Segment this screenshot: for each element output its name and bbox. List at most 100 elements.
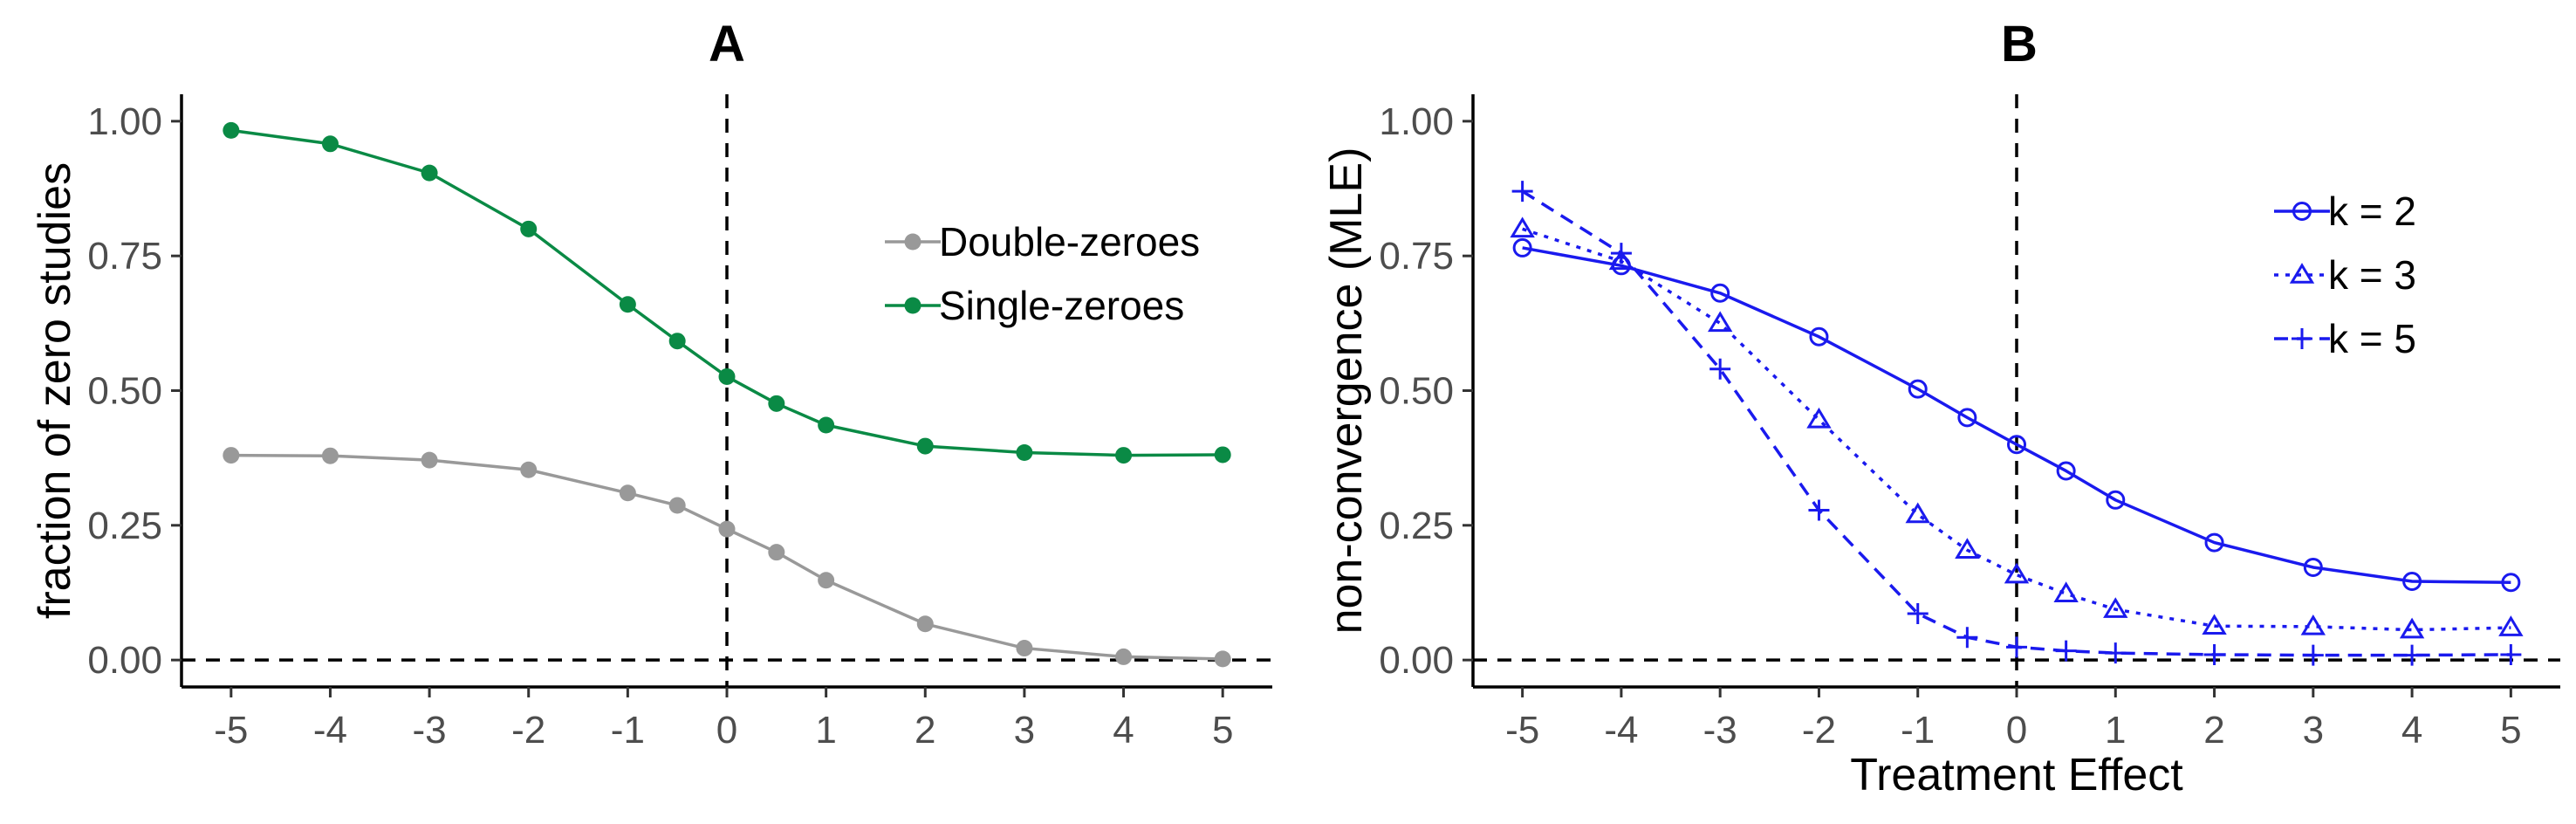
data-point [1214,446,1231,464]
data-point [818,416,835,434]
data-point [2004,562,2030,584]
data-point [1214,650,1231,668]
legend-item: Double-zeroes [885,219,1200,264]
series-k-5 [1511,181,2522,666]
data-point [1808,499,1830,521]
y-tick-label: 0.50 [1379,370,1454,413]
data-point [2401,644,2423,666]
data-point [2007,435,2026,455]
legend-label: Double-zeroes [939,219,1200,264]
data-point [2106,490,2126,510]
data-point [2303,557,2323,577]
x-axis-label: Treatment Effect [1850,750,2183,800]
data-point [421,451,438,469]
legend-label: k = 3 [2328,252,2416,298]
data-point [768,544,785,561]
data-point [1956,627,1978,649]
series-line [1522,246,2511,584]
data-point [619,484,636,502]
data-point [1710,283,1730,303]
y-tick-label: 0.25 [87,505,162,547]
x-tick-label: -4 [313,709,347,752]
data-point [1016,443,1033,461]
data-point [520,220,538,237]
x-tick-label: -5 [1505,709,1539,752]
legend-key-marker [2292,328,2312,349]
data-point [2402,572,2422,592]
data-point [1806,407,1832,429]
data-point [1115,648,1133,665]
legend-key-marker [2289,263,2315,284]
y-tick-label: 0.75 [87,235,162,278]
data-point [1907,603,1929,625]
x-tick-label: -4 [1604,709,1638,752]
data-point [2204,532,2224,553]
data-point [2056,461,2076,481]
data-point [2103,597,2128,618]
data-point [718,367,736,385]
data-point [2053,581,2079,602]
legend-item: k = 3 [2274,252,2416,298]
data-point [2006,636,2027,658]
legend-item: Single-zeroes [885,283,1184,328]
data-point [2500,643,2522,665]
data-point [718,520,736,538]
data-point [2302,644,2324,666]
legend-label: k = 2 [2328,189,2416,234]
data-point [223,447,240,464]
data-point [619,296,636,313]
x-tick-label: 1 [2105,709,2126,752]
x-tick-label: 4 [1113,709,1134,752]
data-point [2498,615,2524,636]
data-point [768,395,785,412]
data-point [2399,617,2425,639]
data-point [1709,358,1731,380]
x-tick-label: 1 [815,709,836,752]
x-tick-label: 2 [915,709,935,752]
x-tick-label: -3 [413,709,447,752]
data-point [1115,447,1133,464]
data-point [2055,640,2077,662]
data-point [520,461,538,478]
panel-a: 0.00 0.25 0.50 0.75 1.00 -5 -4 -3 -2 -1 0 1 2 3 4 5 Afra… [30,16,1272,752]
y-tick-label: 1.00 [87,100,162,143]
panel-title: A [709,16,745,72]
legend-item: k = 2 [2274,189,2416,234]
data-point [1610,243,1632,264]
data-point [321,447,339,464]
legend: k = 2 k = 3 k = 5 [2274,189,2416,361]
y-axis-label: non-convergence (MLE) [1321,148,1372,635]
data-point [916,615,934,633]
legend: Double-zeroes Single-zeroes [885,219,1200,328]
data-point [1905,502,1930,524]
data-point [1016,640,1033,657]
legend-label: k = 5 [2328,316,2416,361]
legend-key-marker [2292,202,2312,221]
x-tick-label: -2 [511,709,545,752]
data-point [2203,643,2225,665]
y-tick-label: 0.00 [87,639,162,682]
data-point [1512,237,1532,258]
data-point [668,497,686,514]
y-tick-label: 0.50 [87,370,162,413]
x-tick-label: 4 [2401,709,2422,752]
x-tick-label: 3 [1014,709,1035,752]
series-single-zeroes [223,121,1231,464]
x-tick-label: 5 [1212,709,1233,752]
data-point [2300,614,2326,635]
x-tick-label: 0 [716,709,737,752]
x-tick-label: 2 [2203,709,2224,752]
x-tick-label: -1 [1901,709,1935,752]
legend-key-marker [904,233,921,251]
x-tick-label: 3 [2303,709,2324,752]
data-point [1707,311,1733,333]
y-tick-label: 0.25 [1379,505,1454,547]
series-double-zeroes [223,447,1231,668]
y-tick-label: 0.75 [1379,235,1454,278]
data-point [1908,379,1928,399]
data-point [321,135,339,153]
legend-item: k = 5 [2274,316,2416,361]
x-tick-label: 5 [2500,709,2521,752]
legend-key-marker [904,297,921,314]
